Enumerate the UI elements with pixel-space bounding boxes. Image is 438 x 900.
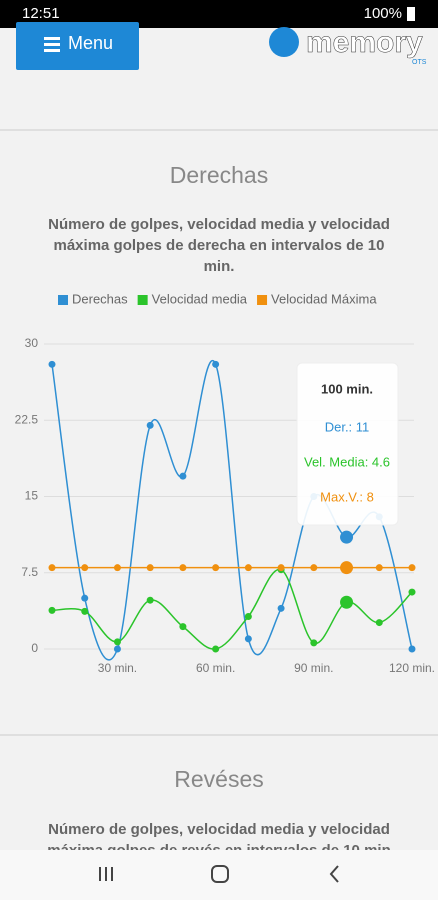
legend-swatch <box>257 295 268 305</box>
y-tick-label: 0 <box>31 641 38 655</box>
battery: 100% <box>364 5 402 22</box>
point <box>277 564 285 572</box>
point <box>340 530 354 544</box>
y-tick-label: 30 <box>25 336 39 350</box>
point <box>340 561 354 575</box>
legend-label: Velocidad media <box>152 291 248 306</box>
point <box>408 588 416 596</box>
point <box>179 564 187 572</box>
point <box>277 604 285 612</box>
point <box>244 564 252 572</box>
point <box>212 645 220 653</box>
y-tick-label: 22.5 <box>15 412 39 426</box>
point <box>146 564 154 572</box>
point <box>146 421 154 429</box>
point <box>375 619 383 627</box>
point <box>408 564 416 572</box>
section-title: Derechas <box>170 162 268 188</box>
x-tick-label: 60 min. <box>196 661 235 675</box>
point <box>310 639 318 647</box>
point <box>146 596 154 604</box>
logo-icon <box>269 27 299 57</box>
nav-recent[interactable] <box>99 867 113 881</box>
legend-swatch <box>58 295 68 305</box>
logo-sub: OTS <box>412 59 427 66</box>
point <box>244 635 252 643</box>
point <box>113 564 121 572</box>
point <box>48 360 56 368</box>
point <box>340 595 354 609</box>
point <box>81 607 89 615</box>
battery-icon <box>407 7 415 21</box>
x-tick-label: 120 min. <box>389 661 435 675</box>
point <box>179 623 187 631</box>
menu-label: Menu <box>68 33 113 53</box>
tooltip-line: Vel. Media: 4.6 <box>304 454 390 469</box>
tooltip-line: Max.V.: 8 <box>320 489 374 504</box>
subtitle: min. <box>204 258 235 275</box>
point <box>48 564 56 572</box>
point <box>244 612 252 620</box>
nav-back[interactable] <box>329 865 339 883</box>
logo: memory <box>306 26 423 59</box>
x-tick-label: 30 min. <box>98 661 137 675</box>
point <box>81 594 89 602</box>
nav-home[interactable] <box>211 865 229 883</box>
legend-label: Derechas <box>72 291 128 306</box>
y-tick-label: 15 <box>25 489 39 503</box>
tooltip: 100 min. Der.: 11 Vel. Media: 4.6 Max.V.: 8 <box>296 362 399 526</box>
subtitle: Número de golpes, velocidad media y velo… <box>48 216 390 233</box>
y-tick-label: 7.5 <box>21 565 38 579</box>
point <box>310 564 318 572</box>
subtitle: Número de golpes, velocidad media y velo… <box>48 821 390 838</box>
section-title: Revéses <box>174 766 263 792</box>
point <box>212 360 220 368</box>
point <box>113 638 121 646</box>
subtitle: máxima golpes de derecha en intervalos d… <box>54 237 385 254</box>
tooltip-line: Der.: 11 <box>325 419 370 434</box>
tooltip-box <box>296 362 399 526</box>
point <box>212 564 220 572</box>
point <box>375 564 383 572</box>
x-tick-label: 90 min. <box>294 661 333 675</box>
point <box>81 564 89 572</box>
chart: 0 7.5 15 22.5 30 30 min. 60 min. 90 min. 120 min… <box>15 291 435 675</box>
menu-button[interactable] <box>16 22 139 70</box>
point <box>408 645 416 653</box>
time: 12:51 <box>22 5 60 22</box>
nav-bar <box>0 850 438 900</box>
point <box>179 472 187 480</box>
legend-swatch <box>137 295 148 305</box>
legend-label: Velocidad Máxima <box>271 291 377 306</box>
point <box>48 606 56 614</box>
tooltip-title: 100 min. <box>321 381 373 396</box>
point <box>113 645 121 653</box>
menu-icon <box>44 37 60 52</box>
